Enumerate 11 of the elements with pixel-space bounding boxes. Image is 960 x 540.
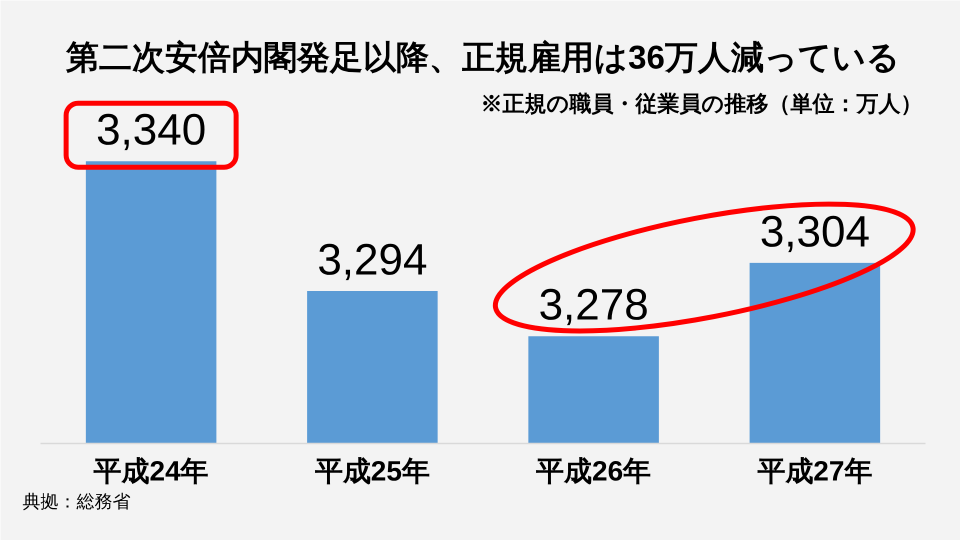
x-tick-label: 平成27年 <box>756 456 872 486</box>
x-tick-label: 平成24年 <box>92 456 209 486</box>
chart-title: 第二次安倍内閣発足以降、正規雇用は36万人減っている <box>65 38 900 76</box>
data-label: 3,340 <box>96 106 206 155</box>
x-tick-label: 平成26年 <box>535 456 652 486</box>
text: 典拠：総務省 <box>22 492 130 512</box>
data-label: 3,304 <box>760 207 870 256</box>
x-tick-label: 平成25年 <box>314 456 430 486</box>
data-label: 3,278 <box>538 280 649 330</box>
text: ※正規の職員・従業員の推移（単位：万人） <box>480 91 922 116</box>
data-label: 3,294 <box>317 236 428 285</box>
